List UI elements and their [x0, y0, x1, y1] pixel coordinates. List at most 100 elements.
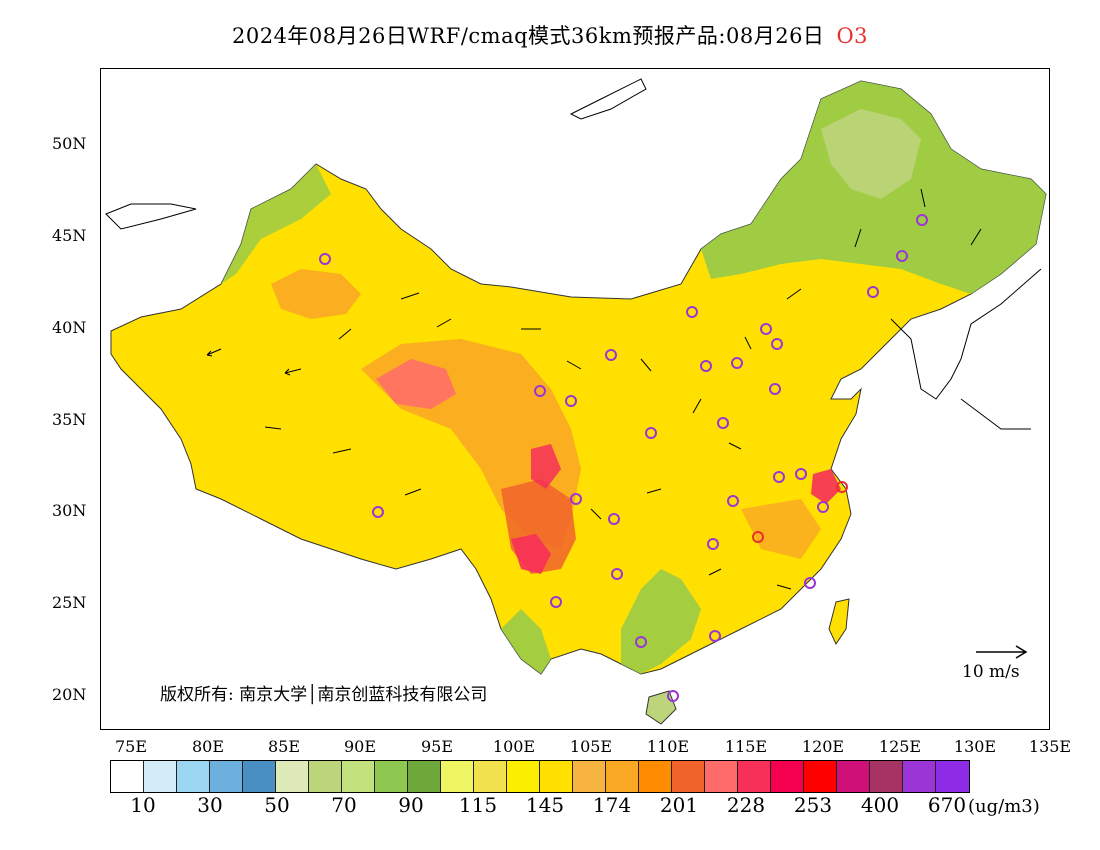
legend-color-cell	[804, 761, 837, 792]
title-species: O3	[836, 24, 869, 48]
legend-label: 30	[197, 793, 223, 817]
o3-color-legend	[110, 760, 970, 793]
lat-label-50n: 50N	[52, 134, 87, 153]
legend-label: 10	[130, 793, 156, 817]
city-marker	[916, 214, 928, 226]
wind-reference-label: 10 m/s	[962, 662, 1020, 682]
lon-label-100e: 100E	[492, 737, 536, 756]
wind-reference-arrow	[976, 645, 1028, 659]
city-marker	[686, 306, 698, 318]
city-marker	[760, 323, 772, 335]
legend-color-cell	[639, 761, 672, 792]
city-marker	[817, 501, 829, 513]
city-marker	[867, 286, 879, 298]
legend-color-cell	[870, 761, 903, 792]
lon-label-75e: 75E	[114, 737, 148, 756]
extreme-o3-gansu	[531, 444, 561, 489]
lat-label-35n: 35N	[52, 410, 87, 429]
hainan	[645, 690, 677, 725]
city-marker	[731, 357, 743, 369]
city-markers-alt	[752, 481, 848, 543]
city-marker	[769, 383, 781, 395]
lat-label-30n: 30N	[52, 501, 87, 520]
legend-color-cell	[573, 761, 606, 792]
legend-color-cell	[672, 761, 705, 792]
legend-label: 70	[331, 793, 357, 817]
legend-label: 90	[398, 793, 424, 817]
legend-color-cell	[177, 761, 210, 792]
city-marker	[605, 349, 617, 361]
city-marker	[319, 253, 331, 265]
city-marker	[372, 506, 384, 518]
korea-japan-outline	[890, 268, 1042, 430]
wind-vectors	[206, 188, 982, 590]
extreme-o3-yunnan	[511, 534, 551, 574]
low-o3-southwest	[501, 609, 551, 674]
city-marker	[565, 395, 577, 407]
city-marker	[896, 250, 908, 262]
legend-label: 50	[264, 793, 290, 817]
city-marker	[700, 360, 712, 372]
legend-color-cell	[309, 761, 342, 792]
caspian-outline	[105, 203, 197, 230]
taiwan	[828, 598, 850, 646]
city-marker	[773, 471, 785, 483]
low-o3-northeast-light	[821, 109, 921, 199]
map-panel	[100, 68, 1050, 730]
legend-color-cell	[375, 761, 408, 792]
legend-color-cell	[408, 761, 441, 792]
legend-unit: (ug/m3)	[968, 796, 1040, 817]
legend-color-cell	[210, 761, 243, 792]
legend-color-cell	[705, 761, 738, 792]
legend-color-cell	[837, 761, 870, 792]
legend-color-cell	[936, 761, 969, 792]
copyright-text: 版权所有: 南京大学│南京创蓝科技有限公司	[160, 685, 488, 705]
legend-label: 400	[860, 793, 900, 817]
high-o3-xinjiang	[271, 269, 361, 319]
city-marker	[836, 481, 848, 493]
city-marker	[608, 513, 620, 525]
lon-label-115e: 115E	[724, 737, 768, 756]
lon-label-85e: 85E	[267, 737, 301, 756]
legend-color-cell	[738, 761, 771, 792]
lon-label-120e: 120E	[801, 737, 845, 756]
lon-label-95e: 95E	[420, 737, 454, 756]
city-marker	[717, 417, 729, 429]
city-marker	[771, 338, 783, 350]
title-text: 2024年08月26日WRF/cmaq模式36km预报产品:08月26日	[231, 24, 825, 48]
lon-label-135e: 135E	[1028, 737, 1072, 756]
legend-color-cell	[507, 761, 540, 792]
legend-label: 174	[592, 793, 632, 817]
legend-color-cell	[771, 761, 804, 792]
lon-label-80e: 80E	[191, 737, 225, 756]
russia-lake-outline	[569, 78, 647, 120]
lat-label-40n: 40N	[52, 318, 87, 337]
lon-label-105e: 105E	[569, 737, 613, 756]
legend-label: 670	[927, 793, 967, 817]
extreme-o3-shanghai	[811, 469, 841, 504]
low-o3-west	[221, 164, 331, 284]
extreme-o3-qinghai	[376, 359, 456, 409]
legend-color-cell	[342, 761, 375, 792]
city-marker	[667, 690, 679, 702]
city-marker	[611, 568, 623, 580]
map-title: 2024年08月26日WRF/cmaq模式36km预报产品:08月26日 O3	[0, 20, 1100, 50]
city-marker	[804, 577, 816, 589]
high-o3-east	[741, 499, 821, 559]
legend-label: 115	[458, 793, 498, 817]
legend-color-cell	[276, 761, 309, 792]
legend-label: 201	[659, 793, 699, 817]
legend-color-cell	[903, 761, 936, 792]
city-marker	[635, 636, 647, 648]
city-marker	[707, 538, 719, 550]
city-marker	[570, 493, 582, 505]
lat-label-20n: 20N	[52, 685, 87, 704]
o3-concentration-map	[105, 78, 1047, 725]
legend-color-cell	[111, 761, 144, 792]
city-marker	[550, 596, 562, 608]
legend-color-cell	[474, 761, 507, 792]
city-marker	[534, 385, 546, 397]
lon-label-110e: 110E	[646, 737, 690, 756]
lon-label-130e: 130E	[953, 737, 997, 756]
city-marker	[727, 495, 739, 507]
